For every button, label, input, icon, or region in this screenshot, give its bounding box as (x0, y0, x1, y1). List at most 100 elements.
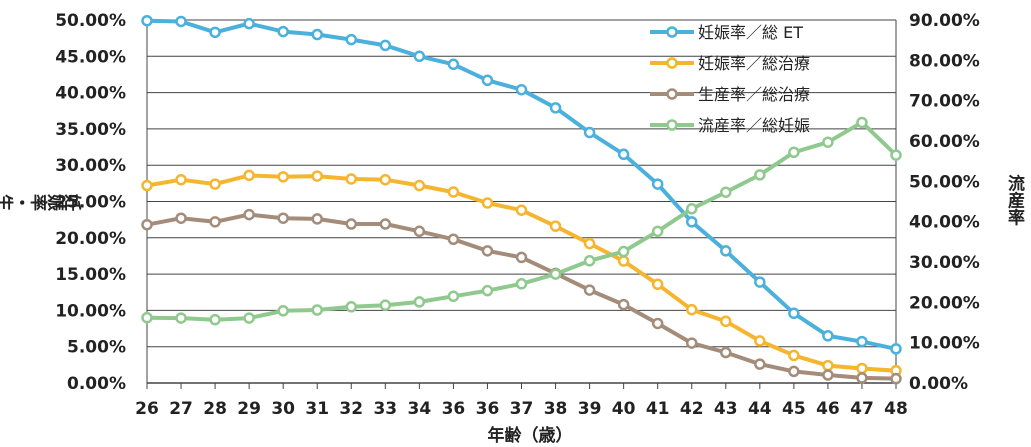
x-tick-label: 31 (305, 399, 329, 419)
data-point (345, 301, 358, 313)
data-point (651, 225, 664, 238)
data-point (141, 179, 153, 192)
x-tick-label: 33 (373, 399, 397, 419)
data-point (720, 315, 732, 328)
x-axis-title: 年齢（歳） (488, 425, 573, 446)
data-point (311, 213, 323, 225)
data-point (481, 197, 494, 209)
data-point (617, 148, 630, 161)
series-2 (141, 208, 902, 385)
left-tick-label: 50.00% (55, 11, 126, 31)
right-tick-label: 30.00% (909, 253, 980, 273)
data-point (754, 276, 766, 288)
data-point (685, 203, 698, 215)
left-axis-title: 妊娠率・生産率 (0, 190, 83, 211)
x-tick-label: 41 (646, 399, 670, 419)
data-point (141, 14, 153, 27)
right-tick-label: 90.00% (909, 11, 980, 31)
legend-item: 流産率／総妊娠 (650, 116, 810, 135)
series-1 (141, 169, 902, 377)
data-point (754, 358, 766, 370)
data-point (720, 186, 732, 198)
data-point (175, 15, 187, 28)
data-point (685, 337, 698, 349)
data-point (379, 39, 392, 52)
data-point (583, 237, 596, 250)
legend-swatch-marker (666, 119, 678, 131)
legend-label: 流産率／総妊娠 (698, 116, 810, 135)
x-tick-label: 40 (612, 399, 636, 419)
data-point (720, 245, 732, 257)
data-point (481, 284, 494, 297)
data-point (685, 216, 698, 228)
data-point (345, 173, 358, 185)
data-point (277, 212, 289, 224)
data-point (243, 208, 255, 221)
x-tick-label: 39 (578, 399, 602, 419)
data-point (243, 312, 255, 324)
data-point (311, 28, 323, 41)
x-tick-label: 36 (442, 399, 466, 419)
data-point (243, 169, 255, 182)
data-point (617, 245, 630, 258)
right-tick-label: 40.00% (909, 213, 980, 233)
gridlines (147, 19, 896, 384)
data-point (379, 173, 392, 186)
x-tick-label: 43 (714, 399, 738, 419)
legend-label: 妊娠率／総治療 (698, 54, 810, 73)
left-tick-label: 45.00% (55, 47, 126, 67)
legend-swatch-marker (666, 57, 678, 69)
data-point (311, 170, 323, 182)
data-point (141, 311, 153, 324)
data-point (856, 372, 868, 384)
data-point (856, 335, 868, 348)
right-tick-label: 80.00% (909, 51, 980, 71)
data-point (651, 178, 664, 190)
left-tick-label: 40.00% (55, 84, 126, 104)
right-tick-label: 20.00% (909, 293, 980, 313)
data-point (583, 255, 596, 267)
data-point (890, 149, 902, 161)
data-point (890, 343, 902, 355)
right-tick-label: 0.00% (909, 374, 968, 394)
data-point (617, 298, 630, 311)
data-point (345, 218, 358, 230)
x-tick-label: 47 (850, 399, 874, 419)
data-point (209, 216, 221, 228)
x-tick-label: 30 (271, 399, 295, 419)
data-point (243, 17, 255, 30)
data-point (515, 204, 528, 216)
data-point (447, 233, 460, 246)
data-point (209, 313, 221, 326)
data-point (651, 278, 664, 291)
data-point (788, 307, 800, 320)
x-tick-label: 48 (884, 399, 908, 419)
data-point (822, 359, 834, 372)
x-tick-label: 45 (782, 399, 806, 419)
left-axis-ticks: 0.00% 5.00% 10.00% 15.00% 20.00% 25.00% 30.00%… (55, 11, 126, 394)
data-point (175, 212, 187, 224)
x-tick-label: 34 (408, 399, 432, 419)
data-point (856, 116, 868, 129)
data-point (141, 218, 153, 231)
x-tick-label: 32 (339, 399, 363, 419)
data-point (822, 330, 834, 342)
data-point (413, 225, 426, 238)
right-tick-label: 60.00% (909, 132, 980, 152)
data-point (549, 102, 562, 114)
data-point (481, 245, 494, 257)
x-tick-label: 27 (169, 399, 193, 419)
data-point (788, 365, 800, 378)
data-point (209, 178, 221, 190)
data-point (209, 26, 221, 39)
data-point (549, 268, 562, 280)
left-tick-label: 35.00% (55, 120, 126, 140)
left-tick-label: 0.00% (67, 374, 126, 394)
data-point (413, 50, 426, 63)
data-point (379, 299, 392, 311)
data-point (447, 290, 460, 303)
legend-swatch-marker (666, 26, 678, 38)
data-point (379, 218, 392, 230)
data-point (617, 255, 630, 267)
